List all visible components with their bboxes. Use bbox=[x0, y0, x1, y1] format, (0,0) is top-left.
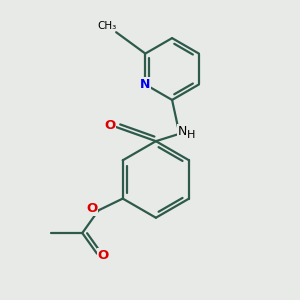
Text: H: H bbox=[186, 130, 195, 140]
Text: N: N bbox=[178, 125, 187, 138]
Text: N: N bbox=[140, 78, 151, 91]
Text: CH₃: CH₃ bbox=[98, 21, 117, 31]
Text: O: O bbox=[86, 202, 98, 215]
Text: O: O bbox=[98, 249, 109, 262]
Text: O: O bbox=[104, 119, 115, 132]
